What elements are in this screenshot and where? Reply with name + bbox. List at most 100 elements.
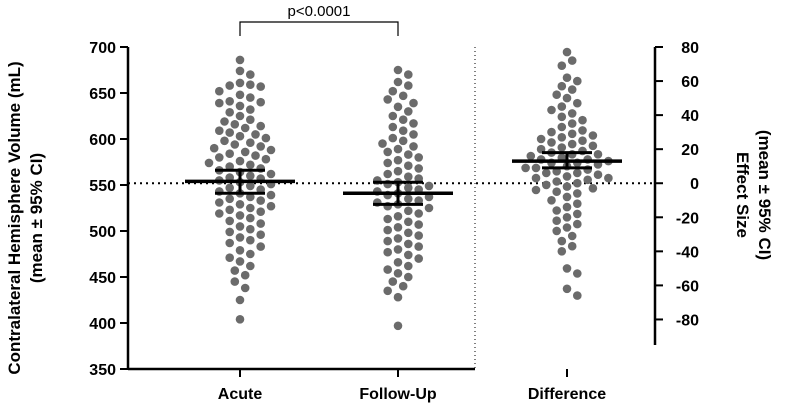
point-acute <box>246 261 255 271</box>
point-follow-up <box>393 258 403 267</box>
bracket-line <box>239 21 399 36</box>
point-follow-up <box>388 86 398 96</box>
point-difference <box>573 199 582 208</box>
left-axis-label-line1: Contralateral Hemisphere Volume (mL) <box>5 61 24 374</box>
mean-ci-bars <box>185 151 622 206</box>
point-acute <box>256 142 266 151</box>
point-follow-up <box>404 81 413 90</box>
right-axis-label-line1: Effect Size <box>733 152 752 238</box>
point-acute <box>246 80 255 89</box>
left-tick-label-500: 500 <box>89 224 116 241</box>
point-acute <box>256 97 266 107</box>
point-follow-up <box>404 250 413 260</box>
point-difference <box>547 105 556 115</box>
point-follow-up <box>383 158 393 168</box>
point-follow-up <box>383 225 393 235</box>
point-difference <box>573 219 582 229</box>
point-acute <box>246 115 255 124</box>
point-follow-up <box>393 223 403 232</box>
point-acute <box>246 181 255 191</box>
point-acute <box>251 130 260 139</box>
point-difference <box>552 206 561 215</box>
point-difference <box>593 150 603 159</box>
point-acute <box>235 257 245 266</box>
point-difference <box>562 264 572 273</box>
point-follow-up <box>414 196 424 205</box>
mean-ci-follow-up <box>343 180 453 206</box>
point-acute <box>256 82 266 91</box>
point-follow-up <box>424 203 434 213</box>
point-acute <box>225 162 234 171</box>
right-axis-ticks: -80 -60 -40 -20 0 20 40 60 80 <box>655 40 699 329</box>
point-acute <box>256 230 266 239</box>
point-acute <box>261 154 271 164</box>
point-difference <box>557 102 567 111</box>
mean-ci-difference <box>512 151 622 170</box>
point-follow-up <box>409 142 418 151</box>
point-difference <box>562 284 572 294</box>
point-follow-up <box>393 166 403 176</box>
point-follow-up <box>409 119 418 128</box>
point-acute <box>256 242 266 251</box>
point-acute <box>215 198 224 207</box>
left-tick-label-550: 550 <box>89 178 116 195</box>
left-axis-label: Contralateral Hemisphere Volume (mL) (me… <box>5 61 46 374</box>
point-difference <box>552 187 561 196</box>
point-acute <box>209 143 219 153</box>
point-difference <box>557 81 567 91</box>
point-follow-up <box>404 228 413 238</box>
point-follow-up <box>383 286 393 296</box>
mean-ci-acute <box>185 168 295 195</box>
point-difference <box>567 139 577 149</box>
point-follow-up <box>409 98 418 108</box>
point-follow-up <box>409 130 418 139</box>
point-follow-up <box>404 206 413 216</box>
point-follow-up <box>393 212 403 221</box>
point-acute <box>225 253 234 262</box>
point-acute <box>225 227 234 237</box>
point-difference <box>552 90 561 99</box>
point-difference <box>547 127 556 137</box>
point-difference <box>562 192 572 202</box>
point-acute <box>220 136 229 146</box>
point-acute <box>215 209 224 218</box>
point-acute <box>225 216 234 226</box>
point-difference <box>562 93 572 103</box>
point-follow-up <box>404 107 413 116</box>
point-difference <box>567 85 577 94</box>
point-acute <box>230 277 240 286</box>
point-difference <box>567 56 577 65</box>
point-difference <box>557 143 567 152</box>
point-follow-up <box>393 269 403 278</box>
point-follow-up <box>393 234 403 243</box>
right-tick-label-80: 80 <box>681 40 699 57</box>
point-acute <box>246 192 255 202</box>
point-follow-up <box>393 155 403 165</box>
right-tick-label-0: 0 <box>690 176 699 193</box>
point-difference <box>562 223 572 232</box>
point-follow-up <box>404 183 413 193</box>
point-acute <box>256 121 266 131</box>
point-follow-up <box>383 147 393 157</box>
left-axis-label-line2: (mean ± 95% CI) <box>27 153 46 283</box>
point-acute <box>235 156 245 166</box>
point-acute <box>246 171 255 181</box>
point-acute <box>246 224 255 234</box>
point-acute <box>256 219 266 228</box>
point-difference <box>573 76 582 86</box>
point-difference <box>573 269 582 278</box>
point-difference <box>521 163 530 173</box>
point-follow-up <box>383 169 393 179</box>
point-acute <box>215 153 224 162</box>
point-follow-up <box>414 153 424 162</box>
point-difference <box>552 177 561 186</box>
point-follow-up <box>414 220 424 229</box>
left-tick-label-350: 350 <box>89 362 116 379</box>
point-acute <box>235 246 245 255</box>
point-difference <box>542 180 551 190</box>
right-tick-label-60: 60 <box>681 74 699 91</box>
right-tick-label-40: 40 <box>681 108 699 125</box>
point-acute <box>240 123 250 133</box>
point-acute <box>266 190 276 200</box>
left-axis-ticks: 350 400 450 500 550 600 650 700 <box>89 40 128 379</box>
